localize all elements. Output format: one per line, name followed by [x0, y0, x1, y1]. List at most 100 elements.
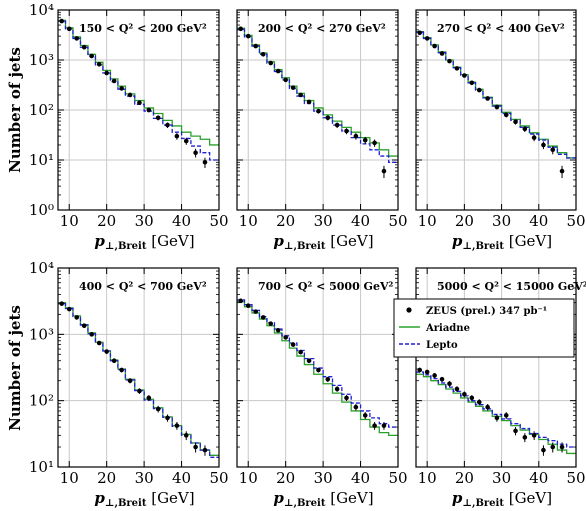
data-point [476, 399, 482, 405]
data-point [417, 30, 423, 36]
panel-frame [236, 9, 399, 211]
series-line-ariadne [237, 27, 398, 157]
data-point [96, 62, 102, 67]
data-point [174, 423, 180, 428]
data-point [268, 60, 273, 66]
data-point [316, 367, 321, 373]
data-point [541, 447, 546, 453]
data-point [439, 376, 445, 382]
data-point [417, 367, 423, 373]
data-point [298, 349, 303, 355]
data-point [275, 328, 281, 333]
data-point [462, 391, 467, 397]
data-point [245, 303, 251, 309]
y-tick-label: 10⁰ [29, 201, 54, 219]
data-point [155, 406, 161, 412]
data-point [183, 433, 189, 438]
data-point [513, 119, 518, 125]
x-tick-label: 40 [351, 469, 370, 487]
x-tick-label: 40 [172, 469, 191, 487]
y-tick-label: 10³ [29, 325, 54, 343]
x-tick-label: 50 [566, 212, 585, 230]
data-point [432, 43, 437, 49]
x-tick-label: 20 [455, 469, 474, 487]
data-point [146, 107, 152, 113]
y-tick-label: 10² [29, 101, 54, 119]
data-point [306, 358, 312, 364]
data-point [494, 415, 500, 421]
data-point [298, 92, 303, 98]
y-tick-label: 10⁴ [29, 1, 54, 19]
data-point [119, 367, 124, 373]
data-point [325, 115, 331, 121]
data-point [202, 447, 208, 453]
data-point [559, 444, 565, 450]
x-tick-label: 10 [239, 212, 258, 230]
data-point [316, 108, 321, 114]
y-tick-label: 10³ [29, 51, 54, 69]
data-point [372, 423, 377, 428]
data-point [513, 428, 518, 434]
x-tick-label: 50 [566, 469, 585, 487]
x-tick-label: 30 [135, 212, 154, 230]
data-point [59, 301, 65, 306]
x-tick-label: 30 [492, 212, 511, 230]
x-tick-label: 30 [492, 469, 511, 487]
data-point [81, 44, 87, 50]
series-line-lepto [237, 299, 398, 428]
legend-entry-label: Ariadne [425, 323, 470, 334]
data-point [485, 404, 490, 410]
panel-frame [57, 267, 220, 468]
data-point [146, 395, 152, 401]
data-point [344, 395, 349, 401]
data-point [334, 122, 340, 128]
x-axis-label: p⊥,Breit [GeV] [94, 232, 194, 252]
data-point [362, 137, 368, 143]
panel-frame [57, 9, 220, 211]
x-axis-label: p⊥,Breit [GeV] [452, 232, 552, 252]
series-line-lepto [58, 20, 219, 161]
x-tick-label: 20 [455, 212, 474, 230]
data-point [283, 77, 288, 83]
chart-panel-6: 10 20 30 40 50 p⊥,Breit [GeV] 5000 < Q² < 1500… [415, 267, 586, 509]
chart-panel-5: 10 20 30 40 50 p⊥,Breit [GeV] 700 < Q² < 5000 … [236, 267, 408, 509]
data-point [238, 298, 244, 304]
x-tick-label: 30 [135, 469, 154, 487]
chart-panel-2: 10 20 30 40 50 p⊥,Breit [GeV] 200 < Q² < 270 G… [236, 9, 408, 252]
data-point [81, 323, 87, 328]
data-point [165, 415, 170, 421]
data-point [74, 36, 80, 41]
panel-title: 150 < Q² < 200 GeV² [79, 22, 207, 35]
data-point [462, 73, 467, 78]
x-tick-label: 50 [209, 212, 228, 230]
data-point [193, 444, 198, 450]
data-point [89, 332, 94, 337]
data-point [260, 52, 266, 57]
x-tick-label: 40 [529, 469, 548, 487]
data-point [432, 373, 437, 378]
series-line-ariadne [58, 19, 219, 146]
panel-frame [415, 267, 577, 468]
data-point [550, 147, 556, 153]
data-point [381, 168, 387, 174]
data-point [447, 381, 452, 387]
data-point [424, 369, 430, 375]
x-tick-label: 50 [209, 469, 228, 487]
y-tick-label: 10⁴ [29, 259, 54, 277]
data-point [193, 150, 198, 155]
data-point [283, 335, 288, 340]
data-point [306, 99, 312, 105]
series-line-ariadne [416, 373, 576, 455]
data-point [290, 342, 296, 347]
legend-entry-label: ZEUS (prel.) 347 pb⁻¹ [426, 306, 547, 317]
data-point [66, 26, 72, 32]
x-tick-label: 10 [60, 469, 79, 487]
data-point [541, 142, 546, 148]
data-point [334, 386, 340, 392]
panel-title: 700 < Q² < 5000 GeV² [258, 280, 393, 293]
y-axis-label-top: Number of jets [6, 47, 24, 173]
x-tick-label: 40 [529, 212, 548, 230]
legend: ZEUS (prel.) 347 pb⁻¹ Ariadne Lepto [393, 298, 575, 358]
data-point [174, 133, 180, 139]
